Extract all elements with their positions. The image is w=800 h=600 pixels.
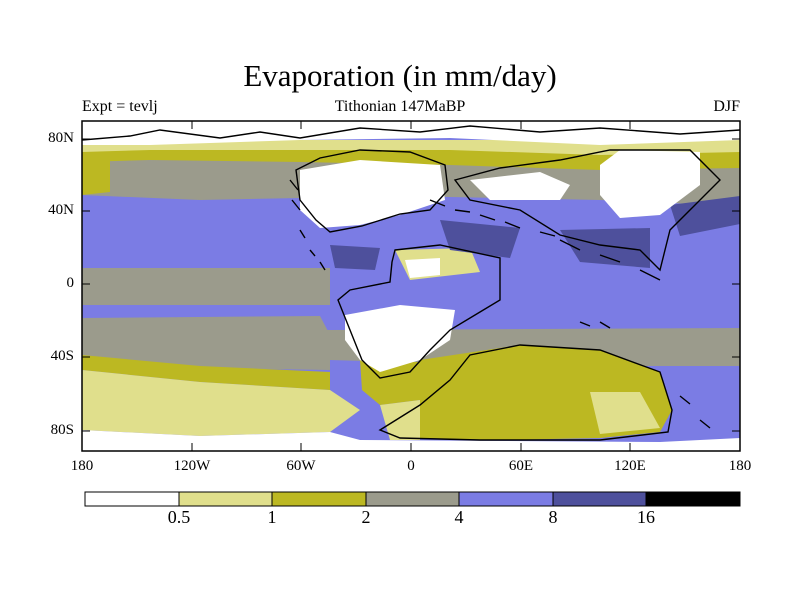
map-title: Evaporation (in mm/day) <box>243 58 557 93</box>
lat-label: 80N <box>48 130 74 146</box>
colorbar-swatch <box>179 492 272 506</box>
colorbar-label: 8 <box>548 507 558 527</box>
arctic-coast <box>81 125 741 141</box>
africa-coast <box>337 244 501 379</box>
colorbar <box>84 491 741 507</box>
lon-label: 180 <box>70 458 94 474</box>
colorbar-label: 16 <box>637 507 655 527</box>
map-plot <box>81 120 741 452</box>
colorbar-swatch <box>366 492 459 506</box>
colorbar-swatch <box>85 492 179 506</box>
lat-label: 0 <box>66 275 75 291</box>
colorbar-label: 2 <box>361 507 371 527</box>
colorbar-label: 4 <box>454 507 464 527</box>
island-arc-west <box>289 179 326 271</box>
lat-label: 40N <box>48 202 74 218</box>
lat-label: 80S <box>50 422 74 438</box>
lon-label: 120E <box>614 458 646 474</box>
island-arc-east <box>559 239 711 429</box>
colorbar-label: 0.5 <box>167 507 191 527</box>
lon-label: 120W <box>173 458 211 474</box>
axis-ticks <box>81 121 741 451</box>
white-regions <box>82 121 740 451</box>
period-label: Tithonian 147MaBP <box>334 98 466 115</box>
season-label: DJF <box>713 98 740 115</box>
coastlines <box>81 125 741 441</box>
tethys-islands <box>429 199 611 329</box>
colorbar-swatch <box>459 492 553 506</box>
asia-coast <box>453 149 721 272</box>
experiment-label: Expt = tevlj <box>82 98 158 115</box>
colorbar-label: 1 <box>267 507 277 527</box>
lon-label: 60W <box>286 458 316 474</box>
dark-bands <box>330 196 740 270</box>
lon-label: 60E <box>508 458 534 474</box>
colorbar-swatch <box>553 492 646 506</box>
colorbar-swatch <box>272 492 366 506</box>
colorbar-swatch <box>646 492 740 506</box>
lat-label: 40S <box>50 348 74 364</box>
lon-label: 0 <box>407 458 415 474</box>
antarctica-coast <box>378 344 673 441</box>
colorbar-frame <box>84 491 741 507</box>
lon-label: 180 <box>728 458 752 474</box>
laurasia-coast <box>295 149 449 233</box>
